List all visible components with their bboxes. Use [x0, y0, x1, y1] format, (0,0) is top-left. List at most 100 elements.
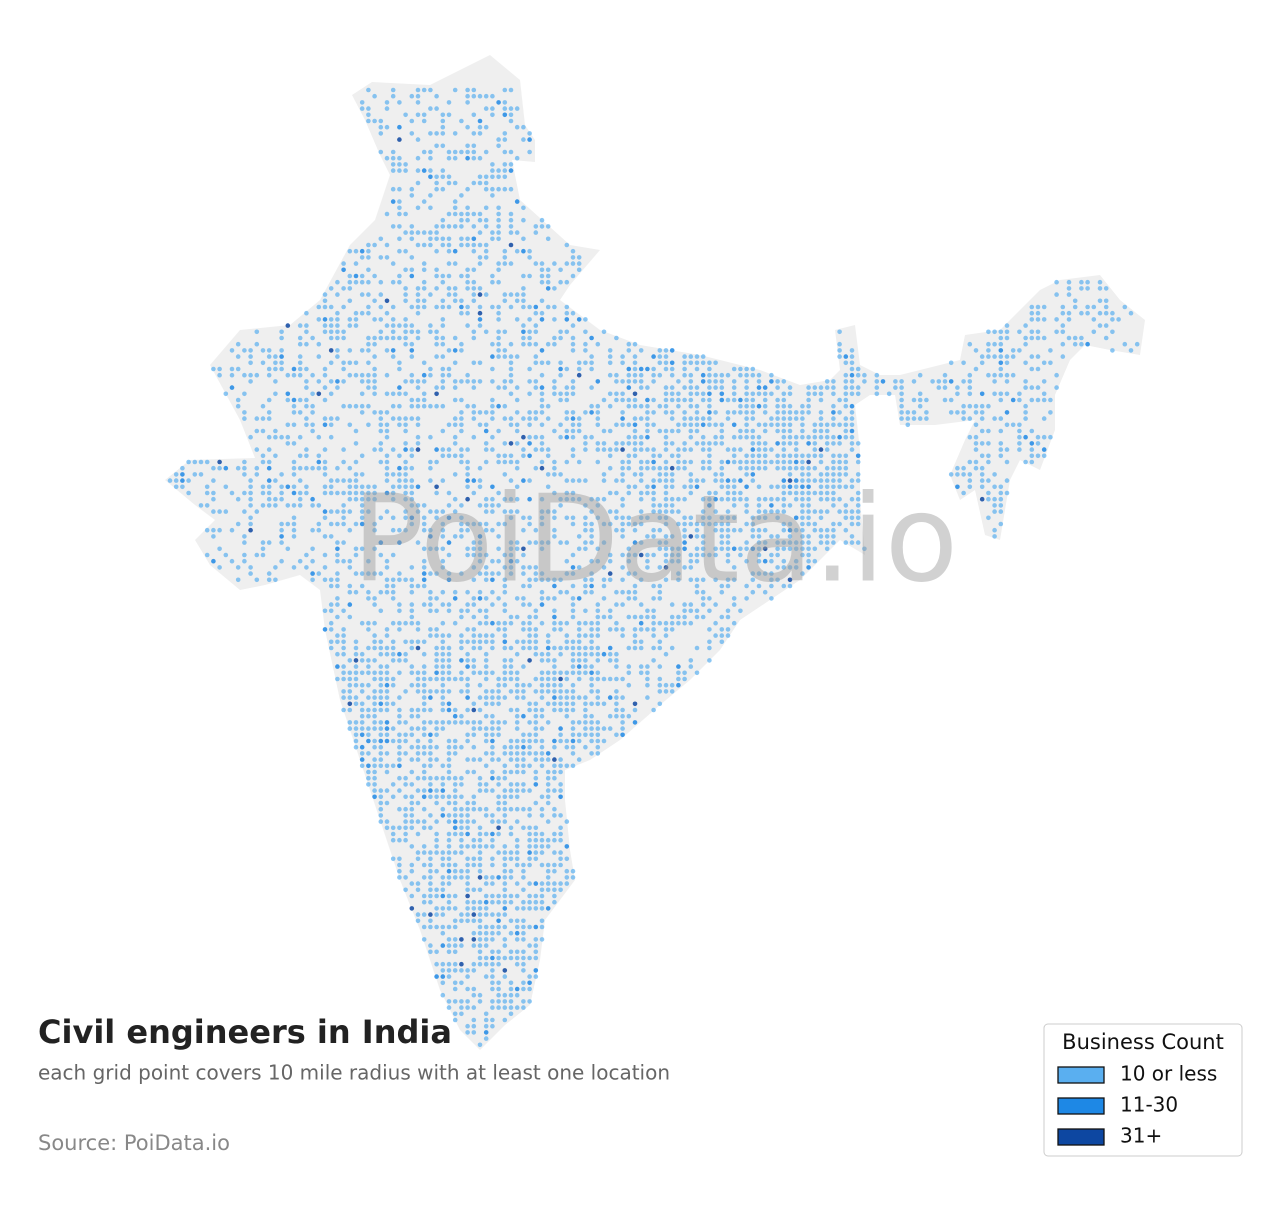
grid-point [589, 509, 594, 514]
grid-point [837, 329, 842, 335]
grid-point [527, 720, 532, 725]
grid-point [1072, 341, 1078, 347]
grid-point [725, 478, 731, 483]
grid-point [576, 496, 582, 502]
grid-point [316, 459, 322, 465]
grid-point [459, 527, 464, 533]
grid-point [781, 397, 787, 403]
grid-point [372, 757, 377, 762]
grid-point [409, 769, 415, 775]
grid-point [595, 689, 601, 694]
grid-point [942, 397, 948, 403]
grid-point [521, 286, 526, 291]
grid-point [539, 620, 545, 626]
grid-point [595, 341, 601, 347]
grid-point [824, 478, 830, 483]
grid-point [614, 478, 619, 483]
grid-point [607, 627, 613, 632]
grid-point [397, 360, 402, 366]
grid-point [738, 428, 743, 434]
grid-point [378, 682, 384, 688]
grid-point [440, 366, 446, 372]
grid-point [1023, 385, 1028, 390]
grid-point [508, 366, 514, 372]
grid-point [527, 744, 532, 750]
grid-point [1041, 391, 1047, 397]
grid-point [496, 689, 501, 694]
grid-point [738, 434, 743, 440]
grid-point [663, 577, 669, 583]
grid-point [601, 478, 607, 483]
grid-point [496, 186, 501, 192]
grid-point [527, 478, 532, 483]
grid-point [496, 205, 501, 211]
grid-point [564, 844, 570, 849]
grid-point [508, 999, 514, 1004]
grid-point [266, 496, 272, 502]
grid-point [948, 472, 954, 477]
grid-point [502, 186, 508, 192]
grid-point [725, 608, 731, 614]
grid-point [707, 453, 712, 459]
grid-point [1085, 279, 1090, 285]
grid-point [570, 763, 576, 769]
grid-point [545, 775, 551, 781]
grid-point [521, 298, 526, 304]
grid-point [539, 410, 545, 415]
grid-point [756, 558, 762, 564]
grid-point [651, 707, 656, 713]
grid-point [558, 701, 563, 707]
grid-point [545, 862, 551, 868]
grid-point [1103, 323, 1109, 328]
grid-point [496, 782, 501, 787]
grid-point [310, 558, 315, 564]
grid-point [781, 478, 787, 483]
grid-point [533, 447, 539, 452]
grid-point [459, 943, 464, 948]
grid-point [576, 720, 582, 725]
grid-point [403, 335, 408, 341]
grid-point [465, 552, 470, 558]
grid-point [527, 763, 532, 769]
grid-point [583, 410, 588, 415]
grid-point [496, 819, 501, 824]
grid-point [378, 279, 384, 285]
grid-point [843, 385, 849, 390]
grid-point [725, 447, 731, 452]
grid-point [372, 242, 377, 248]
grid-point [465, 676, 470, 682]
grid-point [1085, 286, 1090, 291]
grid-point [676, 397, 681, 403]
grid-point [651, 422, 656, 428]
grid-point [440, 279, 446, 285]
grid-point [428, 813, 433, 818]
grid-point [502, 899, 508, 905]
grid-point [409, 620, 415, 626]
grid-point [496, 800, 501, 806]
grid-point [769, 391, 774, 397]
grid-point [316, 317, 322, 322]
grid-point [713, 602, 718, 607]
grid-point [235, 397, 241, 403]
grid-point [657, 689, 663, 694]
grid-point [800, 410, 805, 415]
grid-point [570, 515, 576, 521]
grid-point [545, 645, 551, 651]
grid-point [831, 453, 836, 459]
grid-point [620, 534, 625, 539]
grid-point [446, 515, 452, 521]
grid-point [1041, 360, 1047, 366]
grid-point [502, 168, 508, 173]
grid-point [812, 441, 818, 446]
grid-point [446, 868, 452, 874]
grid-point [335, 354, 340, 359]
grid-point [787, 391, 793, 397]
grid-point [707, 521, 712, 527]
grid-point [421, 689, 427, 694]
grid-point [998, 484, 1004, 490]
grid-point [502, 806, 508, 812]
grid-point [533, 614, 539, 620]
grid-point [552, 428, 557, 434]
grid-point [762, 527, 768, 533]
grid-point [1004, 360, 1010, 366]
